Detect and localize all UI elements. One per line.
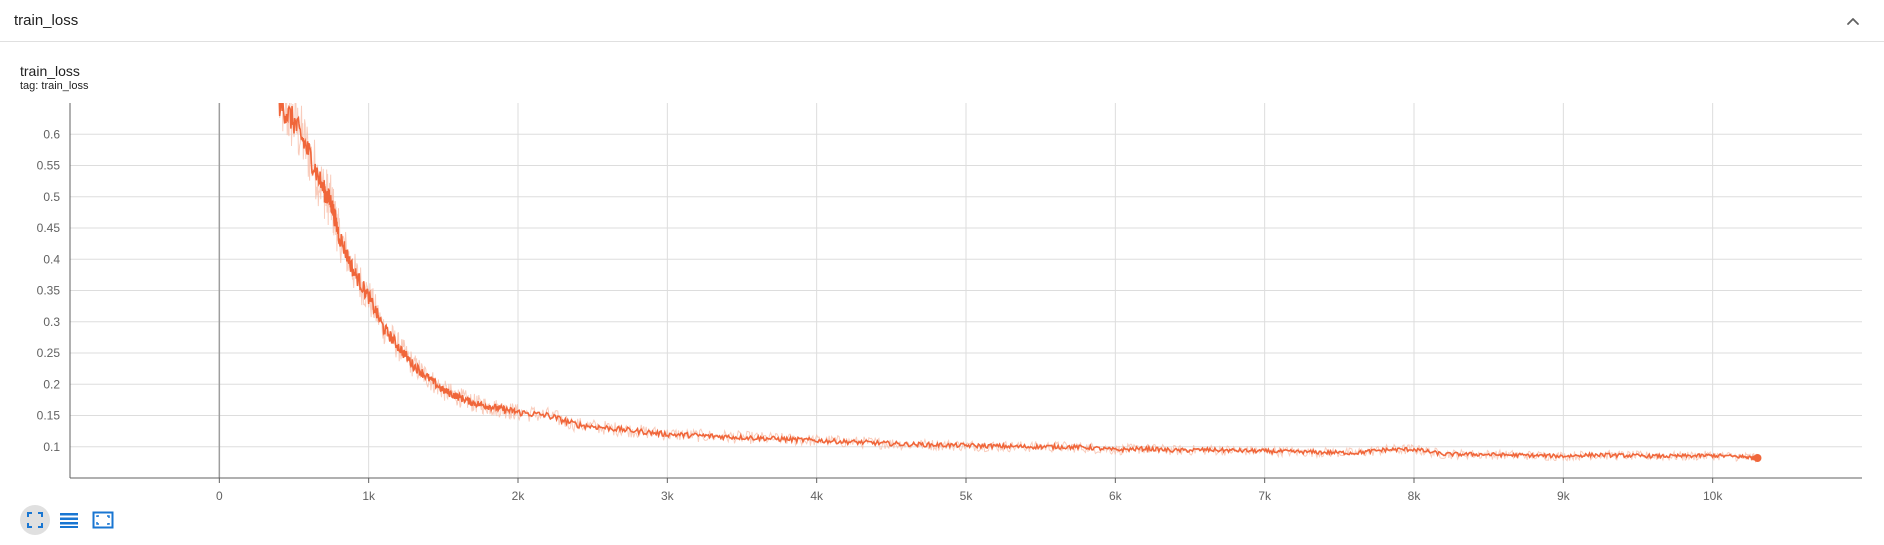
fit-domain-icon [27,512,43,528]
y-tick-label: 0.4 [43,252,60,266]
fit-domain-button[interactable] [20,505,50,535]
x-tick-label: 8k [1408,489,1422,503]
card-header: train_loss [0,0,1884,42]
collapse-button[interactable] [1840,8,1866,34]
x-tick-label: 3k [661,489,675,503]
series-smoothed-line [278,103,1759,461]
grid-layer [70,103,1862,478]
x-tick-label: 0 [216,489,223,503]
x-tick-label: 2k [512,489,526,503]
toggle-log-scale-button[interactable] [54,505,84,535]
chart-tag: tag: train_loss [20,80,89,92]
y-tick-label: 0.6 [43,127,60,141]
chevron-up-icon [1847,18,1859,25]
y-tick-label: 0.25 [37,346,61,360]
x-tick-label: 4k [810,489,824,503]
toggle-log-scale-icon [60,513,78,528]
card-title: train_loss [14,12,79,29]
series-raw-line [278,103,1758,463]
axis-layer: 0.1 0.15 0.2 0.25 0.3 0.35 0.4 0.45 0.5 0.55 0.6 0 1… [37,103,1862,503]
x-tick-label: 6k [1109,489,1123,503]
y-tick-label: 0.1 [43,440,60,454]
series-layer [278,103,1762,463]
series-end-point[interactable] [1753,454,1762,462]
expand-chart-button[interactable] [88,505,118,535]
expand-chart-icon [92,511,114,529]
x-tick-label: 5k [960,489,974,503]
y-tick-label: 0.2 [43,377,60,391]
y-tick-label: 0.3 [43,315,60,329]
chart-toolbar [20,505,118,535]
y-tick-label: 0.45 [37,221,61,235]
x-tick-label: 7k [1258,489,1272,503]
y-tick-label: 0.55 [37,159,61,173]
y-tick-label: 0.35 [37,284,61,298]
y-tick-label: 0.15 [37,409,61,423]
x-tick-label: 9k [1557,489,1571,503]
x-tick-label: 1k [362,489,376,503]
x-tick-label: 10k [1703,489,1723,503]
y-tick-label: 0.5 [43,190,60,204]
chart-title: train_loss [20,63,80,79]
